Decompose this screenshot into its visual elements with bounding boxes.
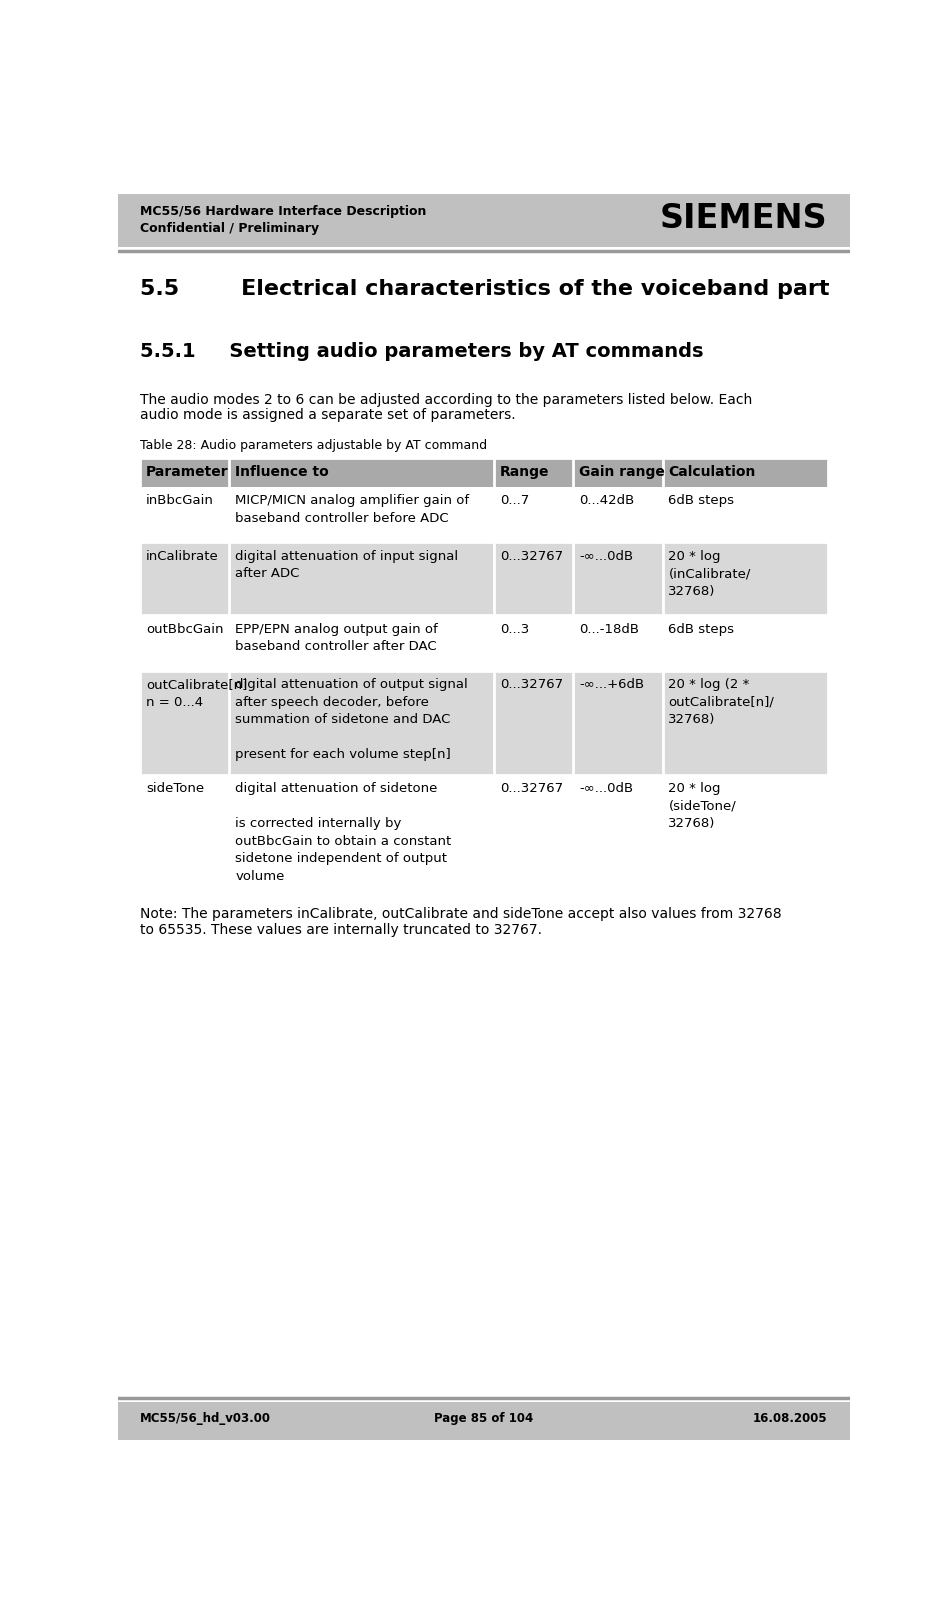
Bar [140,458,828,487]
Text: 0...32767: 0...32767 [500,550,563,563]
Text: 20 * log
(sideTone/
32768): 20 * log (sideTone/ 32768) [668,781,736,830]
Text: 6dB steps: 6dB steps [668,493,734,506]
Bar [118,1401,850,1440]
Text: Range: Range [500,464,549,479]
Text: outCalibrate[n]
n = 0...4: outCalibrate[n] n = 0...4 [145,678,247,709]
Text: Gain range: Gain range [579,464,665,479]
Text: inCalibrate: inCalibrate [145,550,219,563]
Text: 0...42dB: 0...42dB [579,493,634,506]
Text: SIEMENS: SIEMENS [660,202,828,235]
Text: 0...32767: 0...32767 [500,781,563,794]
Text: EPP/EPN analog output gain of
baseband controller after DAC: EPP/EPN analog output gain of baseband c… [235,623,438,654]
Text: Note: The parameters inCalibrate, outCalibrate and sideTone accept also values f: Note: The parameters inCalibrate, outCal… [140,908,782,921]
Text: Parameter: Parameter [145,464,228,479]
Text: 20 * log (2 *
outCalibrate[n]/
32768): 20 * log (2 * outCalibrate[n]/ 32768) [668,678,774,726]
Text: 5.5        Electrical characteristics of the voiceband part: 5.5 Electrical characteristics of the vo… [140,278,830,299]
Text: 0...32767: 0...32767 [500,678,563,691]
Text: 0...7: 0...7 [500,493,530,506]
Text: digital attenuation of sidetone

is corrected internally by
outBbcGain to obtain: digital attenuation of sidetone is corre… [235,781,451,883]
Text: The audio modes 2 to 6 can be adjusted according to the parameters listed below.: The audio modes 2 to 6 can be adjusted a… [140,393,752,406]
Text: 0...-18dB: 0...-18dB [579,623,639,636]
Text: sideTone: sideTone [145,781,204,794]
Text: Confidential / Preliminary: Confidential / Preliminary [140,222,319,235]
Bar [140,487,828,542]
Bar [140,615,828,671]
Text: 20 * log
(inCalibrate/
32768): 20 * log (inCalibrate/ 32768) [668,550,750,597]
Text: inBbcGain: inBbcGain [145,493,213,506]
Bar [140,671,828,775]
Text: 6dB steps: 6dB steps [668,623,734,636]
Text: digital attenuation of input signal
after ADC: digital attenuation of input signal afte… [235,550,459,581]
Text: -∞...0dB: -∞...0dB [579,550,633,563]
Text: 16.08.2005: 16.08.2005 [753,1413,828,1425]
Text: Calculation: Calculation [668,464,756,479]
Text: 0...3: 0...3 [500,623,530,636]
Text: MC55/56 Hardware Interface Description: MC55/56 Hardware Interface Description [140,205,427,218]
Text: -∞...0dB: -∞...0dB [579,781,633,794]
Text: outBbcGain: outBbcGain [145,623,224,636]
Text: Influence to: Influence to [235,464,329,479]
Text: digital attenuation of output signal
after speech decoder, before
summation of s: digital attenuation of output signal aft… [235,678,468,760]
Text: 5.5.1     Setting audio parameters by AT commands: 5.5.1 Setting audio parameters by AT com… [140,341,703,361]
Bar [118,194,850,246]
Bar [140,775,828,890]
Text: -∞...+6dB: -∞...+6dB [579,678,644,691]
Text: audio mode is assigned a separate set of parameters.: audio mode is assigned a separate set of… [140,408,515,422]
Bar [140,542,828,615]
Text: to 65535. These values are internally truncated to 32767.: to 65535. These values are internally tr… [140,922,542,937]
Text: MC55/56_hd_v03.00: MC55/56_hd_v03.00 [140,1413,271,1425]
Text: Page 85 of 104: Page 85 of 104 [434,1413,533,1425]
Text: Table 28: Audio parameters adjustable by AT command: Table 28: Audio parameters adjustable by… [140,438,487,451]
Text: MICP/MICN analog amplifier gain of
baseband controller before ADC: MICP/MICN analog amplifier gain of baseb… [235,493,469,524]
